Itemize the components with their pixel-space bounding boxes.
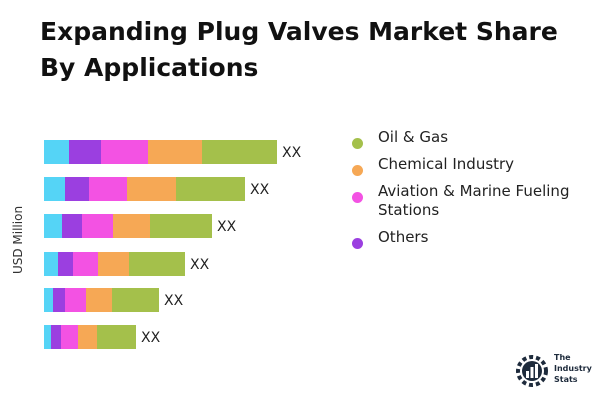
bar-segment-6-chemical-industry — [78, 325, 97, 349]
chart-title: Expanding Plug Valves Market Share By Ap… — [40, 17, 558, 82]
bar-data-label-2: XX — [250, 182, 270, 198]
bar-segment-2-chemical-industry — [127, 177, 176, 201]
bar-segment-4-unlabeled — [44, 252, 58, 276]
bar-segment-4-chemical-industry — [98, 252, 129, 276]
bar-data-label-5: XX — [164, 293, 184, 309]
legend-item-aviation-marine: Aviation & Marine Fueling Stations — [352, 182, 592, 220]
bar-segment-5-oil-gas — [112, 288, 159, 312]
bar-segment-1-aviation-marine-fueling-stations — [101, 140, 148, 164]
bar-segment-5-others — [53, 288, 65, 312]
gear-chart-icon — [516, 355, 548, 387]
bar-segment-3-others — [62, 214, 82, 238]
brand-logo: The Industry Stats — [514, 350, 594, 390]
bar-segment-6-oil-gas — [97, 325, 136, 349]
bar-segment-2-aviation-marine-fueling-stations — [89, 177, 127, 201]
bar-data-label-4: XX — [190, 257, 210, 273]
legend-item-others: Others — [352, 228, 592, 249]
bar-segment-3-oil-gas — [150, 214, 212, 238]
bar-data-label-1: XX — [282, 145, 302, 161]
bar-segment-6-others — [51, 325, 61, 349]
legend: Oil & Gas Chemical Industry Aviation & M… — [352, 128, 592, 255]
legend-dot-chemical-industry — [352, 165, 363, 176]
legend-label-others: Others — [378, 228, 429, 246]
bar-segment-3-chemical-industry — [113, 214, 150, 238]
bar-segment-2-others — [65, 177, 89, 201]
bar-segment-3-aviation-marine-fueling-stations — [82, 214, 113, 238]
legend-item-oil-gas: Oil & Gas — [352, 128, 592, 149]
bar-segment-5-aviation-marine-fueling-stations — [65, 288, 86, 312]
bar-segment-4-oil-gas — [129, 252, 185, 276]
legend-dot-aviation-marine — [352, 192, 363, 203]
legend-label-aviation-marine: Aviation & Marine Fueling Stations — [378, 182, 570, 219]
bar-segment-5-chemical-industry — [86, 288, 112, 312]
bar-segment-5-unlabeled — [44, 288, 53, 312]
bar-segment-2-oil-gas — [176, 177, 245, 201]
legend-item-chemical-industry: Chemical Industry — [352, 155, 592, 176]
brand-name: The Industry Stats — [554, 352, 592, 385]
bar-segment-1-oil-gas — [202, 140, 277, 164]
bar-segment-6-aviation-marine-fueling-stations — [61, 325, 78, 349]
bar-segment-6-unlabeled — [44, 325, 51, 349]
bar-segment-1-unlabeled — [44, 140, 69, 164]
bar-data-label-6: XX — [141, 330, 161, 346]
legend-dot-oil-gas — [352, 138, 363, 149]
bar-segment-2-unlabeled — [44, 177, 65, 201]
brand-line-1: The — [554, 353, 571, 362]
legend-dot-others — [352, 238, 363, 249]
bar-data-label-3: XX — [217, 219, 237, 235]
brand-line-2: Industry — [554, 364, 592, 373]
bar-segment-3-unlabeled — [44, 214, 62, 238]
legend-label-oil-gas: Oil & Gas — [378, 128, 449, 146]
legend-label-chemical-industry: Chemical Industry — [378, 155, 515, 173]
bar-segment-1-chemical-industry — [148, 140, 202, 164]
bar-segment-1-others — [69, 140, 101, 164]
bar-segment-4-aviation-marine-fueling-stations — [73, 252, 98, 276]
brand-line-3: Stats — [554, 375, 578, 384]
bar-segment-4-others — [58, 252, 73, 276]
